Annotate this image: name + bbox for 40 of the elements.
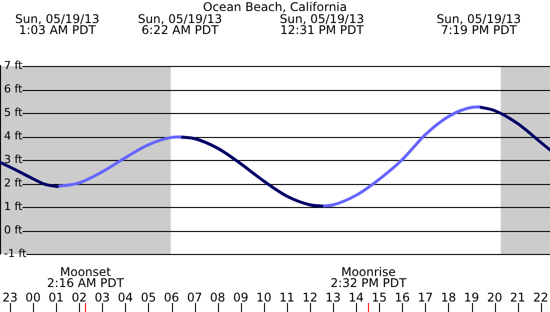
y-tick-label: 6 ft [4,82,24,96]
x-tick-label: 22 [533,290,548,304]
x-tick-label: 18 [440,290,456,304]
ref-line-label: Moonrise 2:32 PM PDT [330,265,408,290]
x-tick-label: 19 [464,290,480,304]
x-tick-label: 21 [510,290,526,304]
x-tick-label: 10 [256,290,272,304]
x-tick-label: 00 [25,290,41,304]
text: Sun, 05/19/13 7:19 PM PDT [436,12,522,38]
x-tick-label: 17 [418,290,434,304]
y-tick-label: 0 ft [4,223,24,236]
x-tick-label: 14 [348,290,364,304]
x-tick-label: 03 [94,290,110,304]
x-tick-label: 11 [279,290,295,304]
ref-line-label: Moonset 2:16 AM PDT [47,265,125,290]
y-tick-label: 7 ft [4,58,24,72]
y-tick-label: 1 ft [4,200,24,213]
x-tick-label: 15 [372,290,387,304]
x-tick-label: 16 [394,290,410,304]
x-tick-label: 05 [140,290,156,304]
x-tick-label: 08 [210,290,226,304]
x-tick-label: 06 [164,290,180,304]
text: Sun, 05/19/13 1:03 AM PDT [15,12,100,38]
x-tick-label: 23 [2,290,18,304]
x-tick-label: 12 [302,290,318,304]
text: Sun, 05/19/13 6:22 AM PDT [138,12,222,38]
y-tick-label: 3 ft [4,152,24,166]
x-tick-label: 04 [118,290,134,304]
text: Sun, 05/19/13 12:31 PM PDT [280,12,364,38]
x-tick-label: 13 [325,290,341,304]
y-tick-label: 2 ft [4,176,24,190]
x-tick-label: 20 [486,290,502,304]
x-tick-label: 07 [186,290,202,304]
x-tick-label: 02 [72,290,87,304]
y-tick-label: -1 ft [4,246,28,260]
chart-title: Ocean Beach, California [203,0,347,14]
y-tick-label: 5 ft [4,106,24,119]
x-tick-label: 09 [233,290,248,304]
x-tick-label: 01 [48,290,64,304]
y-tick-label: 4 ft [4,129,24,142]
